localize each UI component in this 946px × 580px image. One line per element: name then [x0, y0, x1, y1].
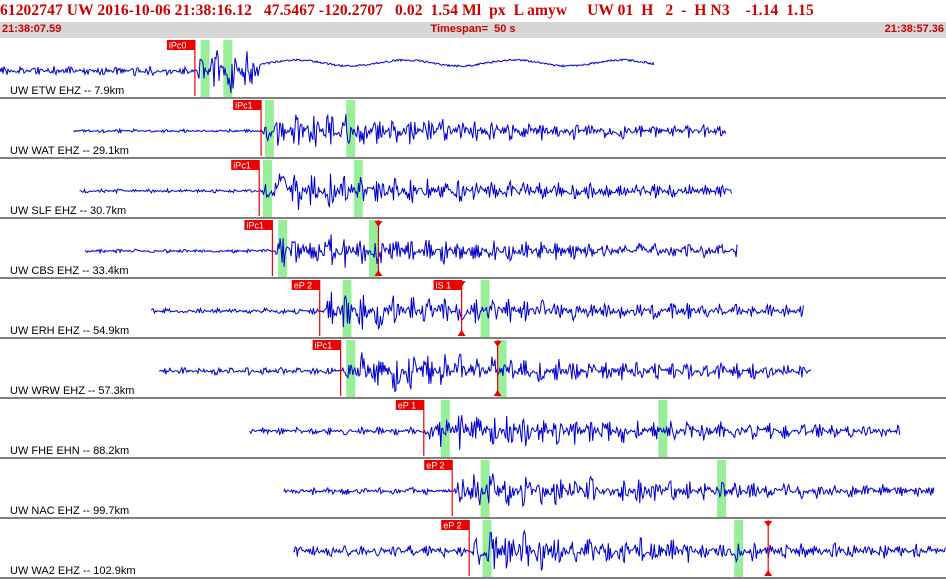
pick-flag	[424, 460, 453, 470]
waveform-trace	[84, 234, 738, 268]
phase-pick[interactable]: iPc1	[233, 100, 262, 156]
highlight-band	[368, 220, 378, 277]
pick-flag	[433, 280, 462, 290]
channel-row-7[interactable]: eP 1 UW FHE EHN -- 88.2km	[0, 400, 946, 459]
pick-label: iPc1	[246, 221, 264, 231]
pick-triangle-up	[764, 570, 773, 576]
timespan-label: Timespan= 50 s	[430, 23, 516, 35]
pick-triangle-down	[493, 341, 502, 347]
phase-pick[interactable]: eP 2	[424, 460, 453, 516]
channel-label: UW CBS EHZ -- 33.4km	[10, 265, 129, 277]
highlight-band	[480, 280, 490, 337]
channel-row-3[interactable]: iPc1 UW SLF EHZ -- 30.7km	[0, 160, 946, 219]
highlight-band	[264, 100, 274, 157]
channel-label: UW ETW EHZ -- 7.9km	[10, 85, 124, 97]
phase-pick-marker[interactable]	[493, 340, 502, 396]
phase-pick[interactable]: iPc1	[244, 220, 273, 276]
channel-row-6[interactable]: iPc1 UW WRW EHZ -- 57.3km	[0, 340, 946, 399]
highlight-band	[440, 400, 450, 457]
channel-label: UW SLF EHZ -- 30.7km	[10, 205, 126, 217]
pick-triangle-up	[493, 390, 502, 396]
pick-flag	[231, 160, 260, 170]
phase-pick[interactable]: eP 2	[291, 280, 321, 336]
waveform-trace	[73, 113, 727, 147]
pick-flag	[312, 340, 341, 350]
channel-row-8[interactable]: eP 2 UW NAC EHZ -- 99.7km	[0, 460, 946, 519]
event-summary-title: 61202747 UW 2016-10-06 21:38:16.12 47.54…	[0, 2, 814, 19]
pick-flag	[244, 220, 273, 230]
pick-label: iPc1	[315, 341, 333, 351]
channel-label: UW NAC EHZ -- 99.7km	[10, 505, 129, 517]
channel-row-2[interactable]: iPc1 UW WAT EHZ -- 29.1km	[0, 100, 946, 159]
waveform-trace	[293, 529, 946, 572]
pick-triangle-up	[457, 330, 466, 336]
start-time: 21:38:07.59	[2, 23, 62, 35]
phase-pick-marker[interactable]	[374, 220, 383, 276]
channel-row-5[interactable]: eP 2 iS 1 UW ERH EHZ -- 54.9km	[0, 280, 946, 339]
pick-flag	[395, 400, 424, 410]
pick-label: iPc1	[233, 161, 251, 171]
phase-pick[interactable]: eP 1	[395, 400, 425, 456]
pick-triangle-down	[764, 521, 773, 527]
highlight-band	[263, 160, 272, 217]
pick-label: iS 1	[436, 281, 452, 291]
event-header: 61202747 UW 2016-10-06 21:38:16.12 47.54…	[0, 0, 946, 38]
end-time: 21:38:57.36	[884, 23, 944, 35]
pick-flag	[291, 280, 320, 290]
pick-label: iPc0	[169, 41, 187, 51]
phase-pick-marker[interactable]	[764, 520, 773, 576]
pick-label: eP 1	[398, 401, 416, 411]
pick-triangle-down	[457, 281, 466, 287]
waveform-trace	[249, 415, 901, 450]
highlight-band	[480, 460, 490, 517]
phase-pick[interactable]: iPc1	[231, 160, 260, 216]
pick-label: eP 2	[426, 461, 444, 471]
pick-label: eP 2	[294, 281, 312, 291]
phase-pick[interactable]: eP 2	[441, 520, 470, 576]
waveform-trace	[283, 473, 935, 508]
pick-flag	[166, 40, 195, 50]
channel-label: UW FHE EHN -- 88.2km	[10, 445, 129, 457]
phase-pick[interactable]: iPc1	[312, 340, 342, 396]
waveform-trace	[158, 352, 812, 393]
seismogram-panel[interactable]: iPc0 UW ETW EHZ -- 7.9km iPc1 UW WAT EHZ --…	[0, 38, 946, 580]
pick-label: iPc1	[235, 101, 253, 111]
phase-pick-marker[interactable]: iS 1	[433, 280, 466, 336]
highlight-band	[223, 40, 233, 97]
pick-flag	[441, 520, 470, 530]
pick-flag	[233, 100, 262, 110]
channel-row-1[interactable]: iPc0 UW ETW EHZ -- 7.9km	[0, 40, 946, 99]
channel-row-4[interactable]: iPc1 UW CBS EHZ -- 33.4km	[0, 220, 946, 279]
channel-label: UW WRW EHZ -- 57.3km	[10, 385, 134, 397]
waveform-trace	[150, 291, 804, 330]
phase-pick[interactable]: iPc0	[166, 40, 196, 96]
waveform-trace	[79, 173, 732, 211]
channel-label: UW ERH EHZ -- 54.9km	[10, 325, 129, 337]
channel-row-9[interactable]: eP 2 UW WA2 EHZ -- 102.9km	[0, 520, 946, 579]
channel-label: UW WA2 EHZ -- 102.9km	[10, 565, 136, 577]
pick-triangle-down	[374, 221, 383, 227]
highlight-band	[658, 400, 668, 457]
pick-label: eP 2	[443, 521, 461, 531]
time-bar: 21:38:07.59 Timespan= 50 s 21:38:57.36	[0, 22, 946, 38]
channel-label: UW WAT EHZ -- 29.1km	[10, 145, 129, 157]
highlight-band	[482, 520, 492, 577]
waveform-trace	[0, 50, 655, 94]
pick-triangle-up	[374, 270, 383, 276]
